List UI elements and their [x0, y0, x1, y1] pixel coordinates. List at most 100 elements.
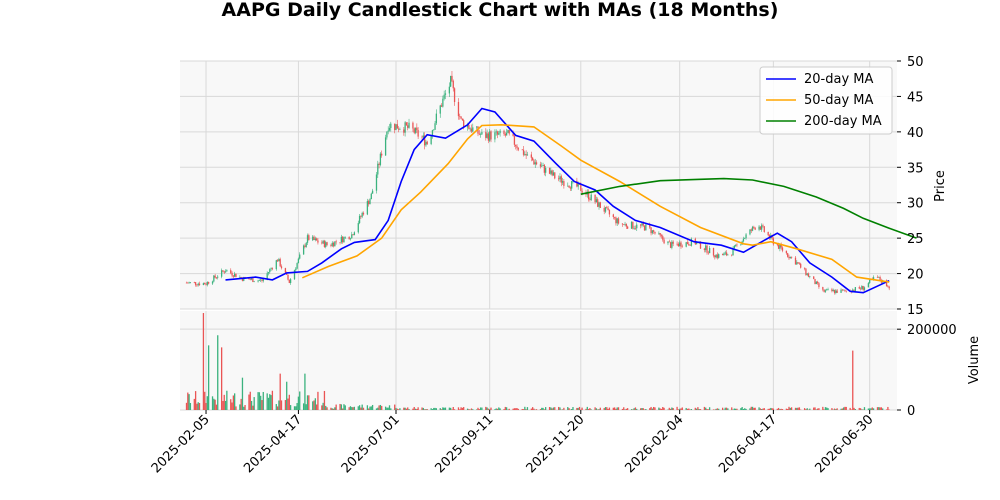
volume-bar [870, 408, 872, 410]
candle-body [558, 178, 560, 180]
candle-body [278, 259, 280, 262]
volume-bar [872, 408, 875, 410]
volume-bar [854, 409, 857, 410]
volume-bar [641, 408, 643, 410]
volume-bar [377, 407, 379, 410]
candle-body [689, 244, 691, 246]
volume-bar [461, 407, 464, 410]
volume-bar [261, 400, 263, 410]
volume-bar [535, 409, 538, 410]
candle-body [306, 235, 309, 243]
volume-bar [823, 409, 825, 410]
candle-body [280, 266, 283, 269]
candle-body [444, 93, 447, 95]
volume-bar [707, 409, 709, 410]
volume-bar [576, 407, 578, 410]
volume-bar [335, 404, 337, 410]
volume-bar [688, 408, 690, 410]
candle-body [257, 280, 259, 282]
volume-bar [430, 408, 432, 410]
volume-bar [490, 407, 492, 410]
volume-bar [193, 398, 195, 410]
volume-bar [321, 405, 323, 410]
volume-bar [736, 408, 738, 410]
candle-body [512, 133, 514, 137]
candle-body [568, 185, 570, 188]
volume-bar [858, 407, 860, 410]
volume-bar [240, 398, 242, 410]
volume-bar [612, 407, 614, 410]
candles [185, 71, 890, 295]
candle-body [885, 280, 888, 287]
candle-body [569, 187, 572, 189]
candle-body [269, 269, 271, 273]
volume-bar [871, 407, 873, 410]
candle-body [814, 279, 816, 285]
volume-bar [680, 408, 682, 410]
volume-bar [733, 408, 735, 410]
volume-bar [370, 406, 372, 410]
candle-body [803, 267, 806, 269]
candle-body [217, 276, 219, 278]
candle-body [603, 207, 605, 212]
volume-bar [226, 390, 228, 410]
candle-body [798, 263, 801, 265]
candle-body [435, 113, 438, 124]
volume-bar [444, 407, 447, 410]
candle-body [872, 277, 875, 280]
volume-bar [545, 407, 547, 410]
volume-bar [639, 408, 642, 410]
candle-body [416, 127, 418, 131]
volume-bar [590, 409, 592, 410]
volume-bar [772, 408, 775, 410]
volume-bar [768, 408, 771, 410]
candle-body [442, 98, 444, 107]
candle-body [188, 282, 190, 284]
candle-body [422, 135, 424, 138]
candle-body [777, 245, 780, 249]
volume-bar [699, 409, 702, 410]
volume-bar [439, 408, 441, 410]
volume-bar [339, 403, 341, 410]
volume-bar [270, 395, 272, 410]
candle-body [478, 133, 480, 135]
candle-body [630, 221, 633, 229]
candle-body [222, 270, 224, 272]
candle-body [249, 279, 251, 280]
volume-bar [371, 404, 374, 410]
volume-bar [516, 408, 518, 410]
candle-body [623, 224, 625, 225]
candle-body [425, 141, 427, 146]
candle-body [452, 80, 454, 89]
volume-bar [776, 408, 778, 410]
candle-body [296, 263, 298, 269]
candle-body [524, 154, 526, 155]
candle-body [397, 128, 400, 130]
date-tick-label: 2025-09-11 [432, 412, 496, 476]
volume-bar [859, 408, 862, 410]
candle-body [740, 244, 742, 245]
volume-bar [651, 408, 654, 410]
candle-body [681, 246, 683, 248]
candle-body [744, 238, 746, 239]
date-tick-label: 2025-11-20 [524, 412, 588, 476]
volume-bar [826, 407, 828, 410]
candle-body [460, 116, 462, 119]
candle-body [716, 254, 719, 258]
candle-body [749, 229, 751, 235]
volume-bar [313, 400, 315, 410]
candle-body [226, 270, 228, 272]
candle-body [845, 290, 847, 292]
candle-body [858, 287, 860, 289]
volume-bar [767, 408, 769, 410]
volume-bar [288, 394, 290, 410]
candle-body [688, 243, 690, 245]
candle-body [686, 242, 689, 244]
volume-bar [708, 407, 711, 410]
volume-bar [659, 408, 661, 410]
volume-bar [426, 409, 428, 410]
volume-bar [613, 407, 616, 410]
candle-body [567, 185, 569, 187]
candle-body [262, 278, 264, 281]
candle-body [576, 180, 578, 187]
